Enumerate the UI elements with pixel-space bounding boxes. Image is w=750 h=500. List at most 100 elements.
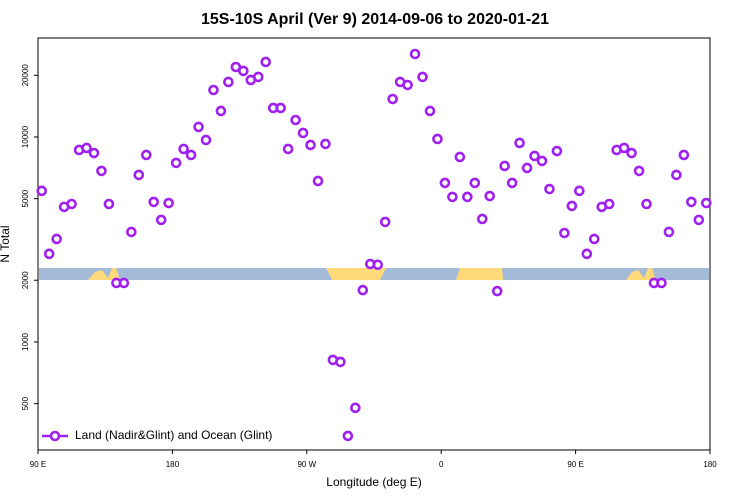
chart-title: 15S-10S April (Ver 9) 2014-09-06 to 2020… (201, 11, 549, 28)
point (215, 105, 227, 117)
x-tick-label: 180 (703, 460, 717, 469)
point (275, 102, 286, 114)
point (43, 248, 55, 260)
point (312, 175, 324, 187)
x-tick-label: 0 (439, 460, 444, 469)
point (671, 169, 682, 181)
point (499, 160, 510, 172)
land (626, 268, 656, 280)
y-tick-label: 5000 (21, 189, 30, 207)
point (193, 121, 204, 133)
point (536, 155, 548, 167)
point (484, 190, 496, 202)
point (170, 157, 182, 169)
point (633, 165, 645, 177)
y-tick-label: 20000 (21, 64, 30, 87)
point (342, 430, 354, 442)
point (686, 196, 697, 208)
land (326, 268, 386, 280)
point (185, 149, 197, 161)
point (178, 143, 189, 155)
point (88, 147, 100, 159)
point (305, 139, 316, 151)
point (439, 177, 451, 189)
point (521, 162, 533, 174)
point (103, 198, 115, 210)
point (447, 191, 458, 203)
point (96, 165, 107, 177)
point (566, 200, 578, 212)
point (506, 177, 518, 189)
point (626, 147, 637, 159)
point (469, 177, 481, 189)
x-tick-label: 90 E (567, 460, 583, 469)
point (529, 150, 540, 162)
point (454, 151, 466, 163)
point (618, 142, 630, 154)
point (656, 277, 667, 289)
point (462, 191, 473, 203)
point (350, 402, 361, 414)
point (379, 216, 391, 228)
point (663, 226, 675, 238)
point (402, 79, 413, 91)
point (208, 84, 219, 96)
point (678, 149, 690, 161)
y-tick-label: 2000 (21, 271, 30, 289)
point (551, 145, 563, 157)
point (335, 356, 346, 368)
point (66, 198, 77, 210)
plot-frame (37, 37, 711, 451)
point (409, 48, 421, 60)
point (417, 71, 428, 83)
point (36, 185, 48, 197)
legend-marker (49, 430, 61, 442)
x-tick-label: 90 W (297, 460, 316, 469)
point (544, 183, 555, 195)
point (290, 114, 301, 126)
point (700, 197, 712, 209)
x-tick-label: 90 E (30, 460, 46, 469)
y-tick-label: 1000 (21, 332, 30, 350)
point (581, 248, 593, 260)
point (238, 65, 249, 77)
point (588, 233, 600, 245)
point (372, 259, 384, 271)
point (133, 169, 145, 181)
map-strip (39, 268, 709, 280)
point (559, 227, 570, 239)
land (456, 268, 503, 280)
legend-label: Land (Nadir&Glint) and Ocean (Glint) (75, 428, 272, 442)
point (126, 226, 137, 238)
point (387, 93, 398, 105)
point (148, 196, 160, 208)
point (260, 56, 272, 68)
point (140, 149, 152, 161)
point (155, 214, 167, 226)
point (641, 198, 652, 210)
point (252, 71, 264, 83)
y-tick-label: 10000 (21, 125, 30, 148)
point (282, 143, 294, 155)
point (223, 76, 234, 88)
x-axis-title: Longitude (deg E) (326, 475, 421, 489)
land (88, 268, 120, 280)
y-axis-title: N Total (0, 225, 12, 262)
point (118, 277, 130, 289)
point (320, 138, 331, 150)
point (514, 137, 525, 149)
point (163, 197, 174, 209)
point (603, 198, 615, 210)
point (491, 285, 503, 297)
x-tick-label: 180 (166, 460, 180, 469)
point (424, 105, 436, 117)
point (200, 134, 212, 146)
point (357, 284, 369, 296)
point (432, 133, 443, 145)
point (574, 185, 585, 197)
point (81, 142, 92, 154)
point (476, 213, 488, 225)
point (693, 214, 705, 226)
point (51, 233, 62, 245)
